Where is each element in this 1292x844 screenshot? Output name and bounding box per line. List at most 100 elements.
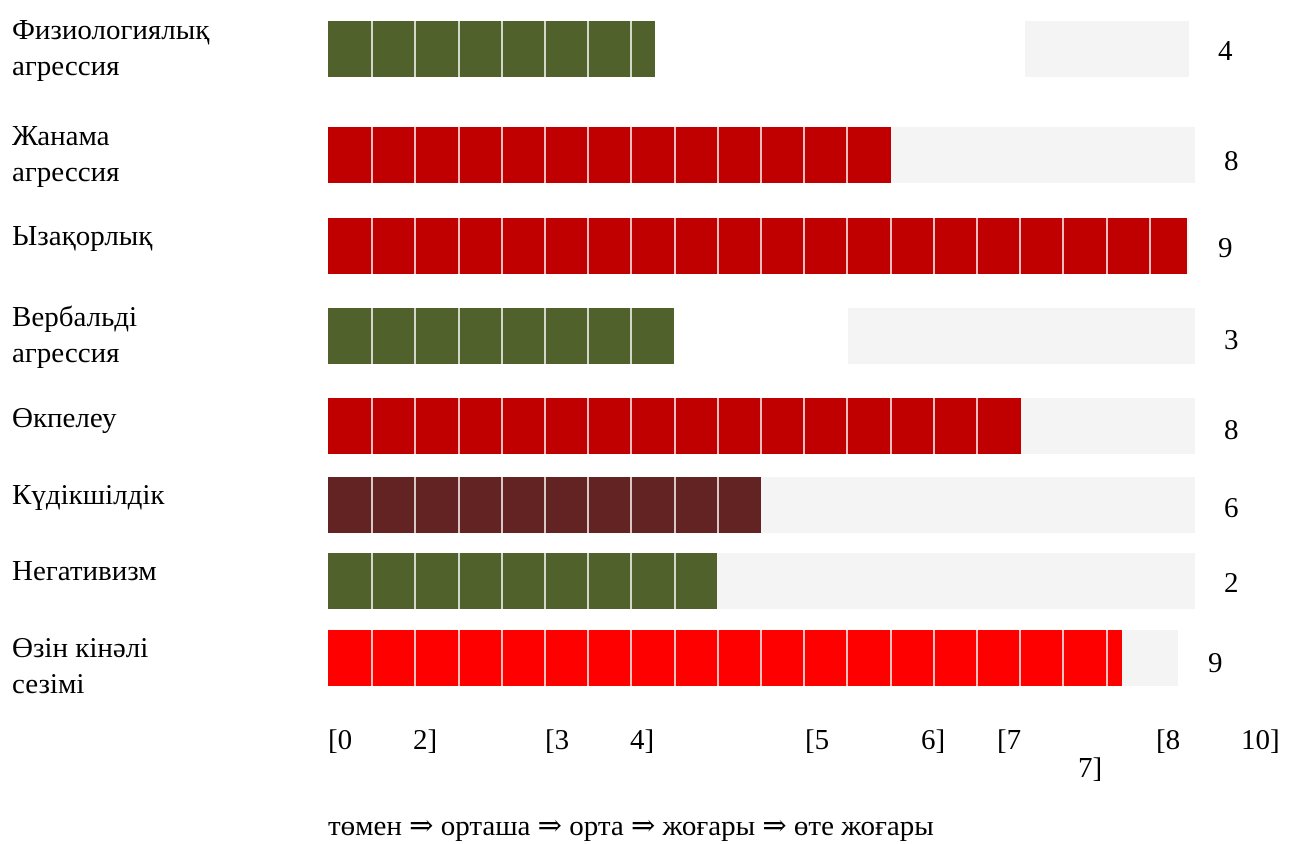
bar-segment-divider <box>630 21 632 77</box>
bar-segment-divider <box>501 553 503 609</box>
bar-segment-divider <box>803 398 805 454</box>
bar-segment-divider <box>501 630 503 686</box>
bar-segment-divider <box>587 553 589 609</box>
bar-segment-divider <box>674 127 676 183</box>
bar-segment-divider <box>414 553 416 609</box>
value-label: 3 <box>1224 324 1239 356</box>
bar-segment-divider <box>674 218 676 274</box>
bar-segment-divider <box>976 398 978 454</box>
x-tick-label: [8 <box>1156 724 1181 756</box>
bar-segment-divider <box>760 127 762 183</box>
category-label: Ызақорлық <box>12 220 153 252</box>
category-label: Күдікшілдік <box>12 479 165 511</box>
bar-segment-divider <box>717 127 719 183</box>
bar-segment-divider <box>501 398 503 454</box>
bar-segment-divider <box>544 21 546 77</box>
category-label: Вербальді агрессия <box>12 301 138 369</box>
bar <box>328 630 1122 686</box>
category-label: Өкпелеу <box>12 402 117 434</box>
bar-segment-divider <box>414 308 416 364</box>
category-label: Физиологиялық агрессия <box>12 14 210 82</box>
bar-segment-divider <box>501 21 503 77</box>
bar-segment-divider <box>371 21 373 77</box>
bar-segment-divider <box>544 308 546 364</box>
bar-segment-divider <box>630 218 632 274</box>
bar-segment-divider <box>717 398 719 454</box>
bar-segment-divider <box>630 127 632 183</box>
bar-segment-divider <box>630 398 632 454</box>
category-label: Өзін кінәлі сезімі <box>12 632 149 700</box>
value-label: 9 <box>1218 232 1233 264</box>
x-tick-label: 4] <box>630 724 655 756</box>
bar-segment-divider <box>717 218 719 274</box>
bar <box>328 553 717 609</box>
bar-segment-divider <box>414 218 416 274</box>
bar-segment-divider <box>414 477 416 533</box>
bar-segment-divider <box>458 630 460 686</box>
bar-segment-divider <box>587 218 589 274</box>
bar-segment-divider <box>803 127 805 183</box>
bar-segment-divider <box>1062 630 1064 686</box>
bar-segment-divider <box>544 630 546 686</box>
bar-segment-divider <box>760 218 762 274</box>
bar-segment-divider <box>587 127 589 183</box>
bar-segment-divider <box>630 630 632 686</box>
bar-segment-divider <box>414 398 416 454</box>
bar-segment-divider <box>587 398 589 454</box>
bar-track <box>1025 21 1189 77</box>
bar-segment-divider <box>501 477 503 533</box>
bar-segment-divider <box>371 218 373 274</box>
bar-segment-divider <box>846 630 848 686</box>
bar-segment-divider <box>976 630 978 686</box>
bar-segment-divider <box>458 308 460 364</box>
value-label: 9 <box>1208 647 1223 679</box>
bar-segment-divider <box>846 398 848 454</box>
bar-segment-divider <box>803 630 805 686</box>
value-label: 8 <box>1224 414 1239 446</box>
x-tick-label: 10] <box>1241 724 1280 756</box>
bar-segment-divider <box>371 308 373 364</box>
value-label: 4 <box>1218 35 1233 67</box>
bar-segment-divider <box>760 398 762 454</box>
bar <box>328 308 674 364</box>
bar-segment-divider <box>458 398 460 454</box>
bar-segment-divider <box>371 553 373 609</box>
bar-track <box>848 308 1195 364</box>
x-tick-label: [7 <box>997 724 1022 756</box>
bar-segment-divider <box>544 218 546 274</box>
bar-segment-divider <box>544 553 546 609</box>
bar-segment-divider <box>414 127 416 183</box>
bar-segment-divider <box>717 630 719 686</box>
x-tick-label: [0 <box>328 724 353 756</box>
bar-segment-divider <box>587 308 589 364</box>
bar-segment-divider <box>933 218 935 274</box>
x-tick-label: 7] <box>1078 752 1103 784</box>
bar <box>328 477 761 533</box>
bar <box>328 218 1187 274</box>
bar <box>328 21 655 77</box>
bar-segment-divider <box>371 127 373 183</box>
bar-segment-divider <box>501 218 503 274</box>
bar-segment-divider <box>760 630 762 686</box>
bar-segment-divider <box>803 218 805 274</box>
bar-segment-divider <box>890 630 892 686</box>
bar-segment-divider <box>1019 630 1021 686</box>
bar-segment-divider <box>846 218 848 274</box>
bar-segment-divider <box>458 477 460 533</box>
x-tick-label: [3 <box>545 724 570 756</box>
bar-segment-divider <box>544 398 546 454</box>
bar-segment-divider <box>890 218 892 274</box>
bar-segment-divider <box>674 553 676 609</box>
bar-segment-divider <box>1106 218 1108 274</box>
bar-segment-divider <box>1062 218 1064 274</box>
bar-segment-divider <box>414 21 416 77</box>
bar-segment-divider <box>371 477 373 533</box>
category-label: Негативизм <box>12 555 157 587</box>
bar-segment-divider <box>458 218 460 274</box>
category-label: Жанама агрессия <box>12 120 120 188</box>
x-tick-label: 6] <box>921 724 946 756</box>
bar <box>328 398 1021 454</box>
bar-segment-divider <box>674 630 676 686</box>
value-label: 6 <box>1224 492 1239 524</box>
bar-segment-divider <box>414 630 416 686</box>
